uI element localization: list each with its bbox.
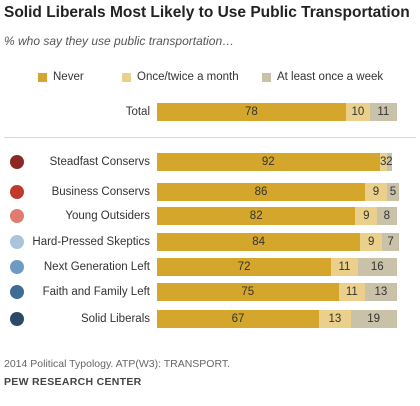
bar-never-hard-pressed-skeptics: 84 (157, 233, 361, 251)
group-dot-solid-liberals (10, 312, 24, 326)
bar-once-twice-month-young-outsiders: 9 (355, 207, 378, 225)
bar-at-least-weekly-steadfast-conservs: 2 (386, 153, 393, 171)
legend-label: At least once a week (277, 71, 384, 83)
bar-once-twice-month-solid-liberals: 13 (319, 310, 351, 328)
bar-at-least-weekly-business-conservs: 5 (386, 183, 399, 201)
legend-once-twice-month: Once/twice a month (122, 70, 239, 84)
group-dot-faith-and-family-left (10, 285, 24, 299)
legend-swatch (122, 72, 131, 82)
bar-at-least-weekly-hard-pressed-skeptics: 7 (382, 233, 399, 251)
org-name: PEW RESEARCH CENTER (4, 376, 142, 388)
group-dot-steadfast-conservs (10, 155, 24, 169)
legend-never: Never (38, 70, 84, 84)
bar-never-total: 78 (157, 103, 346, 121)
group-dot-business-conservs (10, 185, 24, 199)
bar-once-twice-month-total: 10 (345, 103, 370, 121)
bar-never-young-outsiders: 82 (157, 207, 356, 225)
group-dot-hard-pressed-skeptics (10, 235, 24, 249)
row-label-faith-and-family-left: Faith and Family Left (42, 286, 150, 298)
bar-once-twice-month-next-generation-left: 11 (331, 258, 358, 276)
legend-swatch (262, 72, 271, 82)
row-label-young-outsiders: Young Outsiders (65, 210, 150, 222)
bar-at-least-weekly-total: 11 (370, 103, 397, 121)
row-label-total: Total (125, 106, 150, 118)
row-label-business-conservs: Business Conservs (51, 186, 150, 198)
bar-never-solid-liberals: 67 (157, 310, 320, 328)
chart-subtitle: % who say they use public transportation… (4, 34, 235, 48)
bar-once-twice-month-hard-pressed-skeptics: 9 (360, 233, 383, 251)
group-dot-next-generation-left (10, 260, 24, 274)
bar-once-twice-month-business-conservs: 9 (365, 183, 387, 201)
bar-never-faith-and-family-left: 75 (157, 283, 339, 301)
bar-once-twice-month-faith-and-family-left: 11 (338, 283, 366, 301)
bar-never-business-conservs: 86 (157, 183, 366, 201)
source-note: 2014 Political Typology. ATP(W3): TRANSP… (4, 358, 231, 370)
bar-at-least-weekly-solid-liberals: 19 (350, 310, 397, 328)
legend-label: Once/twice a month (137, 71, 239, 83)
legend-swatch (38, 72, 47, 82)
bar-once-twice-month-steadfast-conservs: 3 (379, 153, 387, 171)
row-label-steadfast-conservs: Steadfast Conservs (49, 156, 150, 168)
legend-at-least-weekly: At least once a week (262, 70, 383, 84)
legend-label: Never (53, 71, 84, 83)
bar-never-steadfast-conservs: 92 (157, 153, 380, 171)
row-label-solid-liberals: Solid Liberals (80, 313, 150, 325)
chart-title: Solid Liberals Most Likely to Use Public… (4, 4, 410, 21)
bar-never-next-generation-left: 72 (157, 258, 332, 276)
row-label-hard-pressed-skeptics: Hard-Pressed Skeptics (32, 236, 150, 248)
row-label-next-generation-left: Next Generation Left (43, 261, 150, 273)
group-dot-young-outsiders (10, 209, 24, 223)
bar-at-least-weekly-faith-and-family-left: 13 (365, 283, 397, 301)
bar-at-least-weekly-next-generation-left: 16 (357, 258, 397, 276)
bar-at-least-weekly-young-outsiders: 8 (377, 207, 397, 225)
total-divider (4, 137, 416, 138)
